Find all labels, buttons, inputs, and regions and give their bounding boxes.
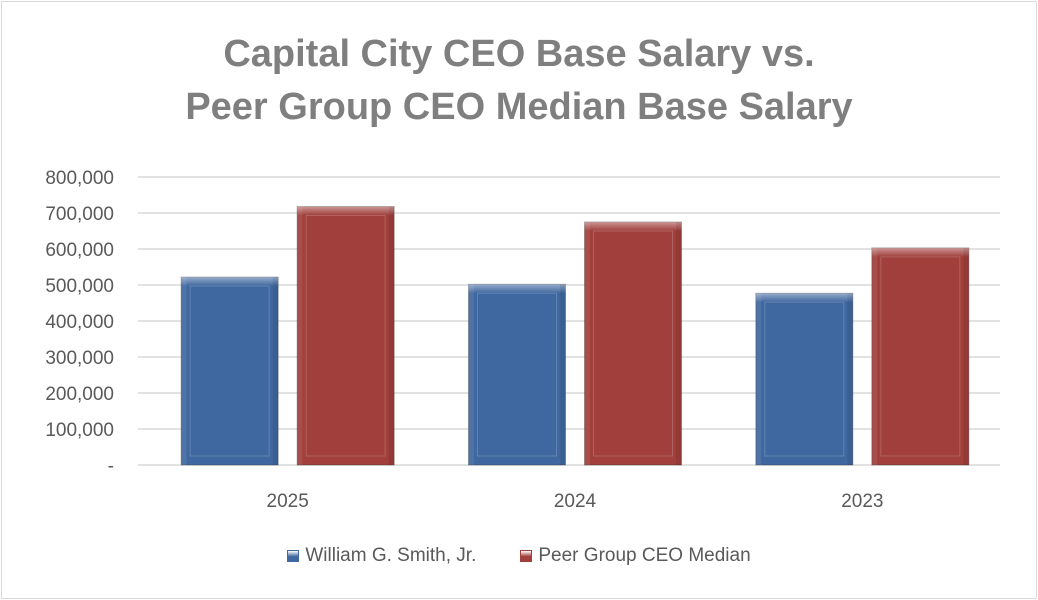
y-tick-label: 500,000 — [45, 276, 114, 297]
x-tick-label: 2024 — [554, 491, 597, 512]
bars — [180, 206, 970, 466]
legend: William G. Smith, Jr. Peer Group CEO Med… — [0, 545, 1038, 567]
x-axis-tick-labels: 2025 2024 2023 — [267, 491, 884, 512]
y-tick-label: 700,000 — [45, 204, 114, 225]
gridlines — [138, 176, 1000, 466]
bar-2023-smith — [755, 292, 854, 466]
y-tick-label: 100,000 — [45, 420, 114, 441]
bar-2024-peer-median — [584, 221, 682, 466]
legend-label-smith: William G. Smith, Jr. — [305, 545, 477, 566]
bar-2025-peer-median — [296, 206, 395, 466]
bar-2025-smith — [180, 276, 279, 466]
legend-label-peer: Peer Group CEO Median — [538, 545, 751, 566]
y-tick-label: 600,000 — [45, 240, 114, 261]
x-tick-label: 2025 — [267, 491, 309, 512]
y-tick-label: 800,000 — [45, 168, 114, 189]
legend-swatch-peer — [520, 550, 533, 562]
chart-title-line-2: Peer Group CEO Median Base Salary — [185, 86, 853, 128]
bar-2023-peer-median — [871, 247, 970, 466]
legend-item-peer: Peer Group CEO Median — [520, 545, 751, 567]
y-tick-label: 300,000 — [45, 348, 114, 369]
chart-title: Capital City CEO Base Salary vs. Peer Gr… — [0, 28, 1038, 134]
chart-title-line-1: Capital City CEO Base Salary vs. — [223, 33, 815, 75]
legend-item-smith: William G. Smith, Jr. — [287, 545, 476, 567]
bar-2024-smith — [468, 283, 566, 466]
y-tick-label: 400,000 — [45, 312, 114, 333]
x-tick-label: 2023 — [841, 491, 883, 512]
y-tick-label: - — [108, 456, 114, 477]
legend-swatch-smith — [287, 550, 300, 562]
y-axis-tick-labels: - 100,000 200,000 300,000 400,000 500,000 600,… — [45, 168, 114, 477]
y-tick-label: 200,000 — [45, 384, 114, 405]
